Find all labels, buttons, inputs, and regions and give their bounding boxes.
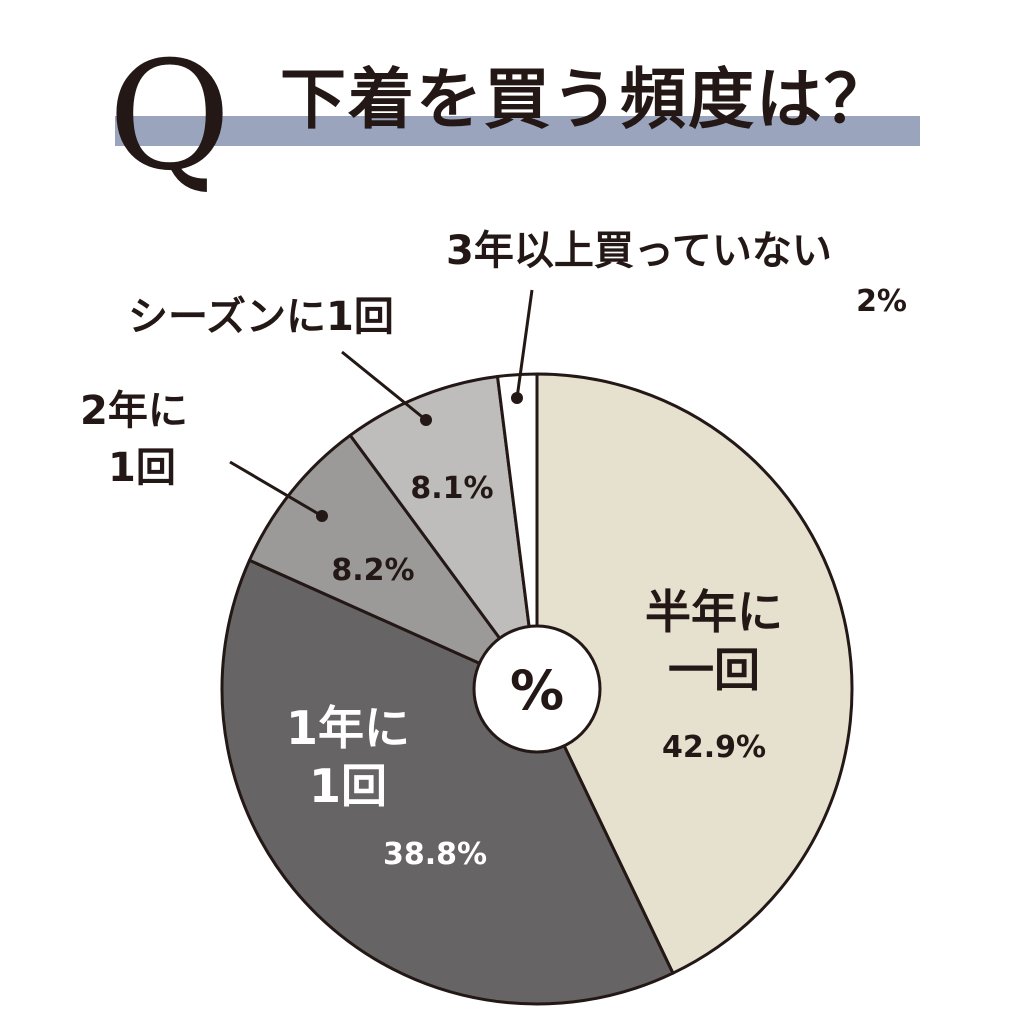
slice-value-two-years: 8.2%	[331, 553, 414, 588]
pie-slices	[220, 372, 854, 1006]
slice-label-half-year-line2: 一回	[668, 643, 760, 697]
leader-line-season	[341, 350, 427, 422]
slice-label-one-year-line2: 1回	[309, 759, 387, 813]
title-band	[115, 116, 920, 146]
outside-label-three-years: 3年以上買っていない	[446, 228, 832, 274]
center-circle	[472, 624, 602, 754]
slice-value-one-year: 38.8%	[383, 837, 487, 872]
slice-value-half-year: 42.9%	[662, 730, 766, 765]
outside-value-three-years: 2%	[856, 284, 907, 319]
pie-slice-two-years	[248, 433, 539, 691]
outside-labels: 2年に 1回 シーズンに1回 3年以上買っていない 2%	[80, 228, 907, 522]
leader-line-two-years	[229, 460, 323, 518]
slice-value-season: 8.1%	[410, 471, 493, 506]
center-unit-label: %	[510, 659, 564, 722]
inside-labels: 半年に 一回 42.9% 1年に 1回 38.8% 8.2% 8.1%	[286, 471, 783, 872]
question-mark-q: Q	[108, 30, 231, 204]
outside-label-season: シーズンに1回	[128, 294, 394, 340]
pie-slice-season	[348, 374, 539, 691]
leader-dot-season	[420, 414, 432, 426]
leader-dot-two-years	[316, 510, 328, 522]
leader-dot-three-years	[511, 392, 523, 404]
slice-label-half-year-line1: 半年に	[645, 585, 783, 639]
pie-slice-one-year	[220, 558, 675, 1006]
chart-title: 下着を買う頻度は？	[280, 61, 892, 138]
pie-slice-half-year	[535, 372, 854, 975]
outside-label-two-years-line1: 2年に	[80, 388, 188, 434]
leader-line-three-years	[515, 289, 534, 399]
outside-label-two-years-line2: 1回	[108, 445, 176, 491]
slice-label-one-year-line1: 1年に	[286, 701, 410, 755]
pie-slice-three-years-plus	[496, 372, 539, 691]
